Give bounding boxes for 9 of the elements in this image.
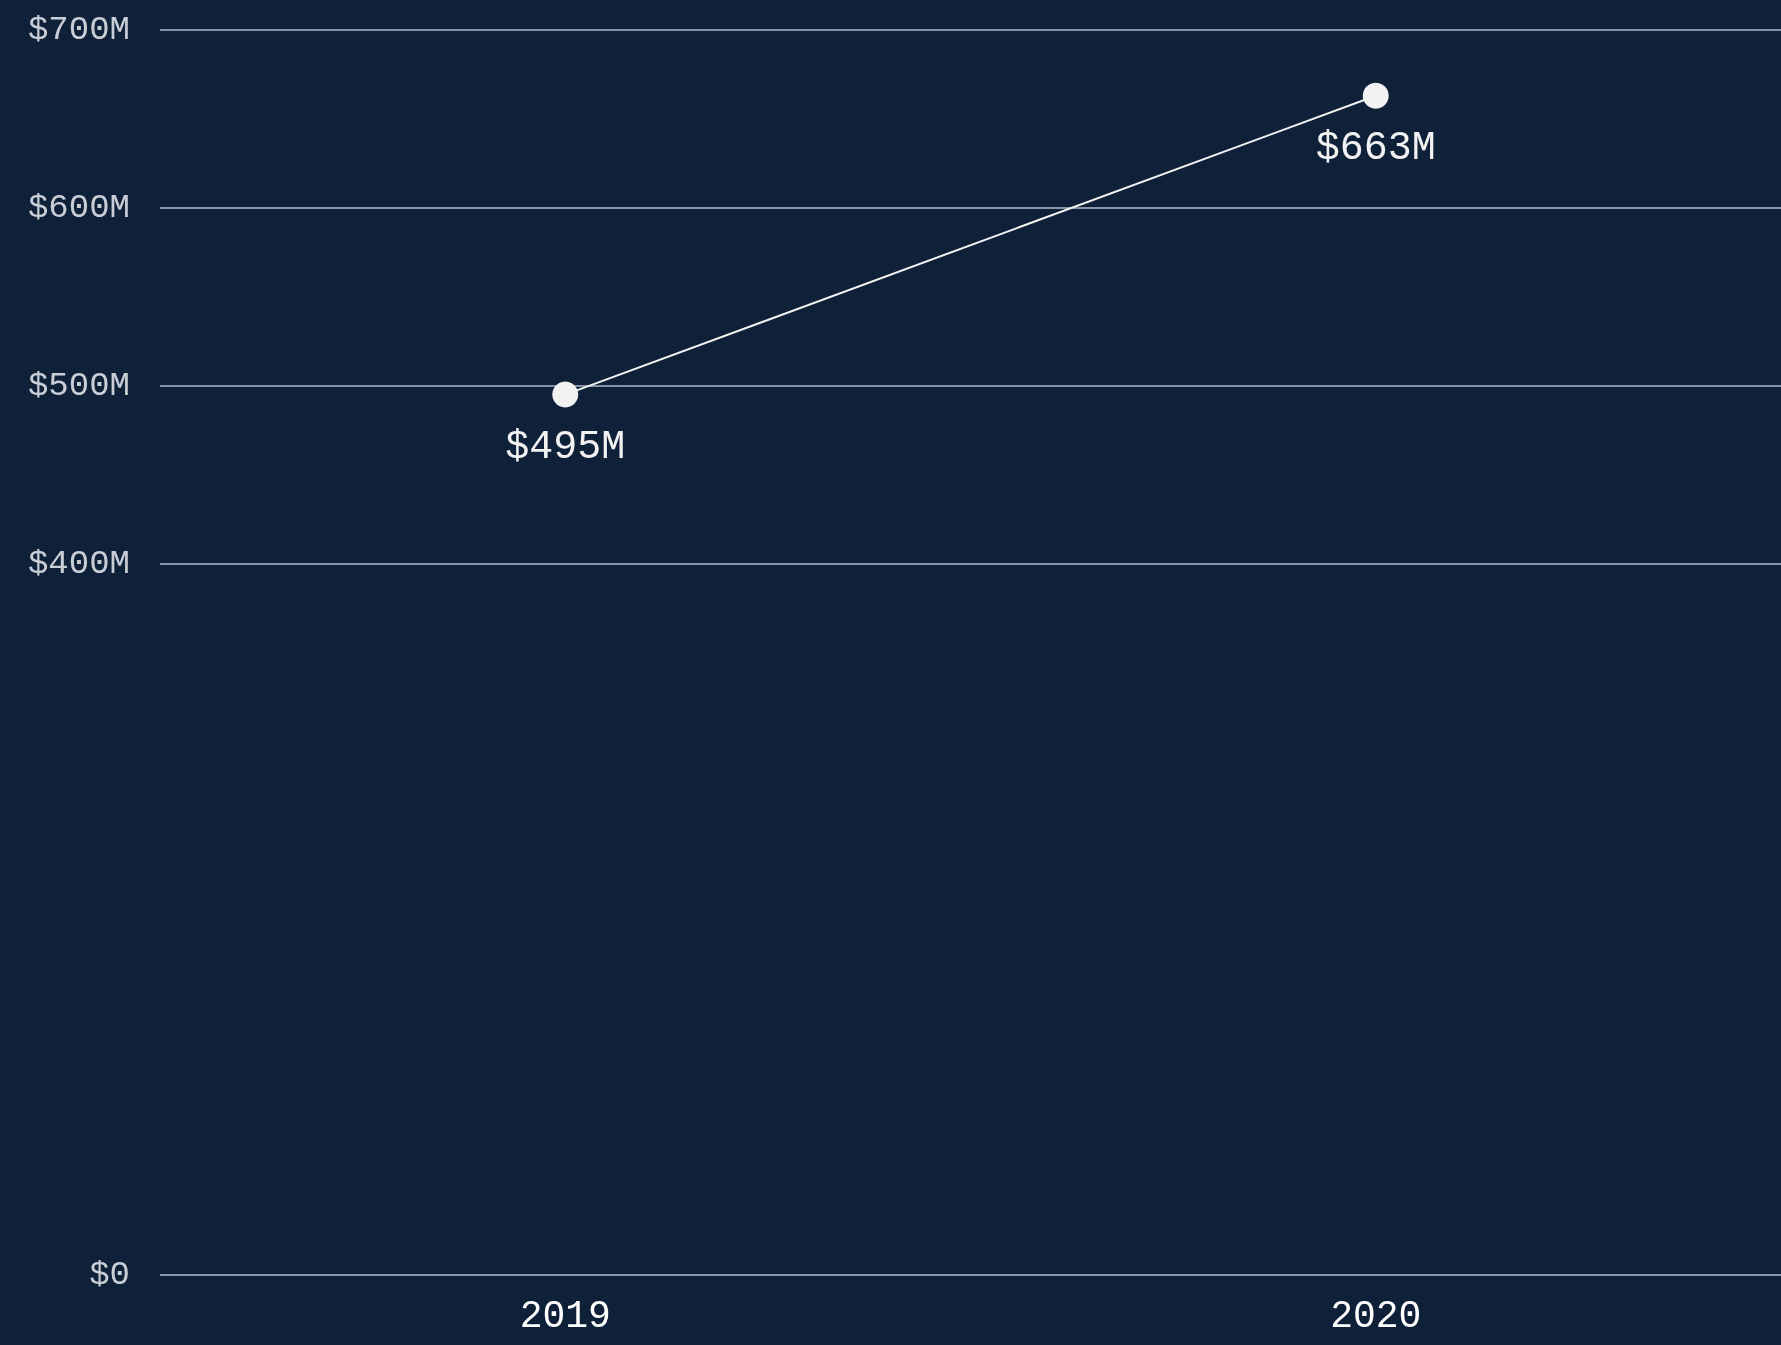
data-label: $663M xyxy=(1315,126,1436,172)
y-tick-label: $700M xyxy=(27,11,130,49)
data-label: $495M xyxy=(505,425,626,471)
y-tick-label: $600M xyxy=(27,188,130,227)
x-tick-label: 2019 xyxy=(519,1294,611,1338)
y-tick-label: $0 xyxy=(89,1256,130,1294)
x-tick-label: 2020 xyxy=(1330,1294,1422,1338)
y-tick-label: $400M xyxy=(27,544,130,583)
y-tick-label: $500M xyxy=(27,366,130,405)
